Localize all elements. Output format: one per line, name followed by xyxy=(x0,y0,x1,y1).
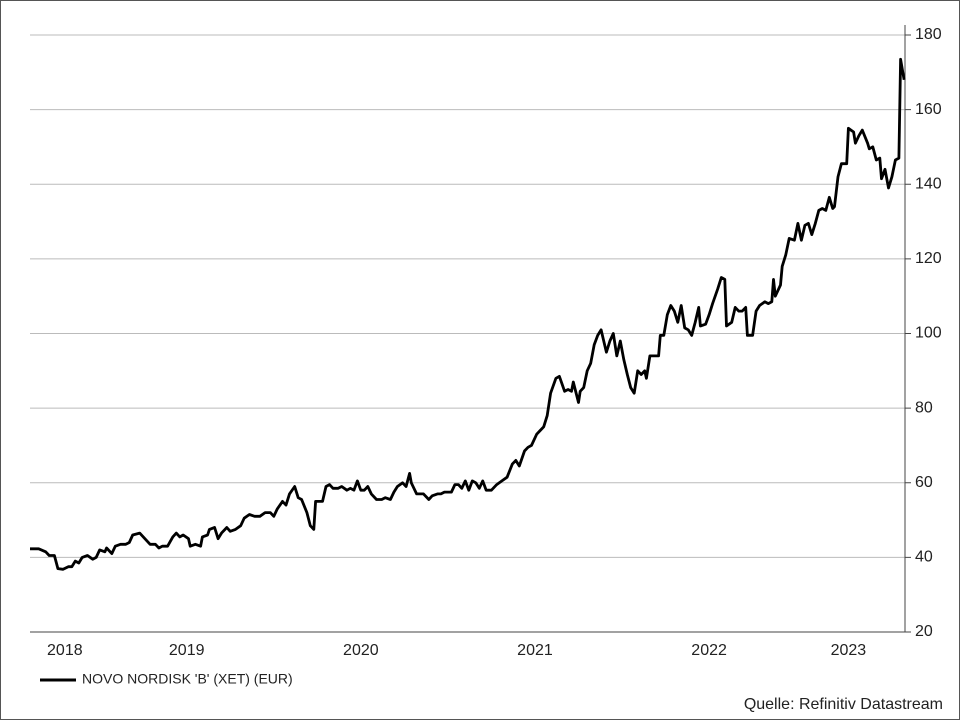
y-tick-label: 60 xyxy=(915,474,933,491)
y-tick-label: 20 xyxy=(915,623,933,640)
x-tick-label: 2023 xyxy=(831,642,867,659)
x-tick-label: 2018 xyxy=(47,642,83,659)
y-tick-label: 100 xyxy=(915,325,942,342)
x-tick-label: 2021 xyxy=(517,642,553,659)
y-tick-label: 40 xyxy=(915,549,933,566)
x-tick-label: 2020 xyxy=(343,642,379,659)
x-tick-label: 2019 xyxy=(169,642,205,659)
y-tick-label: 180 xyxy=(915,26,942,43)
x-tick-label: 2022 xyxy=(691,642,727,659)
y-tick-label: 120 xyxy=(915,250,942,267)
y-tick-label: 140 xyxy=(915,175,942,192)
price-line xyxy=(30,57,906,571)
legend-label: NOVO NORDISK 'B' (XET) (EUR) xyxy=(82,671,293,687)
y-tick-label: 160 xyxy=(915,101,942,118)
source: Quelle: Refinitiv Datastream xyxy=(744,696,943,713)
y-tick-label: 80 xyxy=(915,399,933,416)
